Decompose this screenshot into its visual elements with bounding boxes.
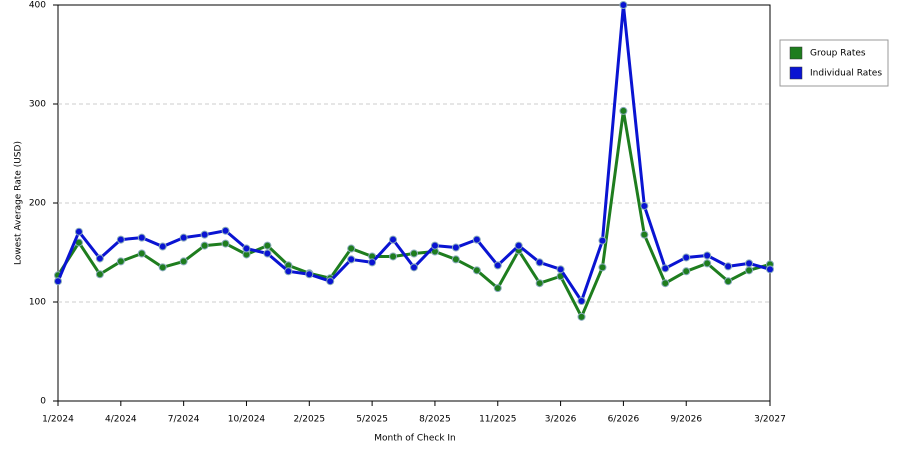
x-tick-label: 3/2026: [545, 415, 577, 425]
y-tick-label: 200: [29, 199, 46, 209]
data-point: [598, 236, 607, 245]
data-point: [200, 241, 209, 250]
data-point: [221, 239, 230, 248]
data-point: [451, 255, 460, 264]
data-point: [54, 277, 62, 286]
x-tick-label: 2/2025: [293, 415, 325, 425]
data-point: [347, 244, 356, 253]
data-point: [724, 262, 733, 271]
data-point: [535, 258, 544, 267]
data-point: [640, 230, 649, 239]
data-point: [661, 279, 670, 288]
data-point: [745, 266, 754, 275]
data-point: [661, 264, 670, 273]
y-tick-label: 0: [40, 397, 46, 407]
data-point: [242, 244, 251, 253]
data-point: [221, 226, 230, 235]
y-tick-label: 100: [29, 298, 46, 308]
data-point: [577, 297, 586, 306]
data-point: [682, 267, 691, 276]
y-tick-label: 400: [29, 1, 46, 11]
data-point: [389, 235, 398, 244]
x-tick-label: 7/2024: [168, 415, 200, 425]
data-point: [514, 241, 523, 250]
x-tick-label: 10/2024: [228, 415, 266, 425]
data-point: [116, 235, 125, 244]
data-point: [347, 255, 356, 264]
data-point: [410, 263, 418, 272]
x-tick-label: 1/2024: [42, 415, 74, 425]
y-tick-label: 300: [29, 100, 46, 110]
data-point: [472, 235, 481, 244]
data-point: [74, 227, 83, 236]
data-point: [158, 242, 167, 251]
x-tick-label: 8/2025: [419, 415, 451, 425]
data-point: [284, 267, 293, 276]
data-point: [493, 284, 502, 293]
x-tick-label: 5/2025: [356, 415, 388, 425]
data-point: [263, 241, 272, 250]
data-point: [326, 277, 335, 286]
x-tick-label: 6/2026: [608, 415, 640, 425]
data-point: [305, 270, 314, 279]
x-tick-label: 11/2025: [479, 415, 516, 425]
data-point: [703, 259, 712, 268]
data-point: [451, 243, 460, 252]
data-point: [179, 257, 188, 266]
data-point: [137, 233, 146, 242]
data-point: [263, 249, 272, 258]
plot-area: [57, 4, 771, 402]
data-point: [472, 266, 481, 275]
data-point: [158, 263, 167, 272]
legend-swatch: [789, 46, 803, 60]
x-tick-label: 4/2024: [105, 415, 137, 425]
x-tick-label: 9/2026: [670, 415, 702, 425]
data-point: [95, 270, 104, 279]
data-point: [389, 252, 398, 261]
data-point: [410, 249, 418, 258]
legend-label: Individual Rates: [810, 69, 882, 79]
data-point: [619, 1, 628, 9]
data-point: [179, 233, 188, 242]
data-point: [577, 312, 586, 321]
data-point: [745, 259, 754, 268]
data-point: [535, 279, 544, 288]
y-axis-label: Lowest Average Rate (USD): [14, 141, 24, 265]
x-axis-label: Month of Check In: [374, 434, 456, 444]
data-point: [95, 254, 104, 263]
data-point: [598, 263, 607, 272]
data-point: [493, 261, 502, 270]
data-point: [368, 258, 377, 267]
data-point: [640, 201, 649, 210]
legend-swatch: [789, 66, 803, 80]
data-point: [724, 277, 733, 286]
data-point: [619, 106, 628, 115]
data-point: [430, 241, 439, 250]
data-point: [556, 265, 565, 274]
data-point: [200, 230, 209, 239]
data-point: [682, 253, 691, 262]
x-tick-label: 3/2027: [754, 415, 786, 425]
data-point: [137, 249, 146, 258]
legend-label: Group Rates: [810, 49, 866, 59]
data-point: [116, 257, 125, 266]
data-point: [766, 265, 774, 274]
data-point: [703, 251, 712, 260]
